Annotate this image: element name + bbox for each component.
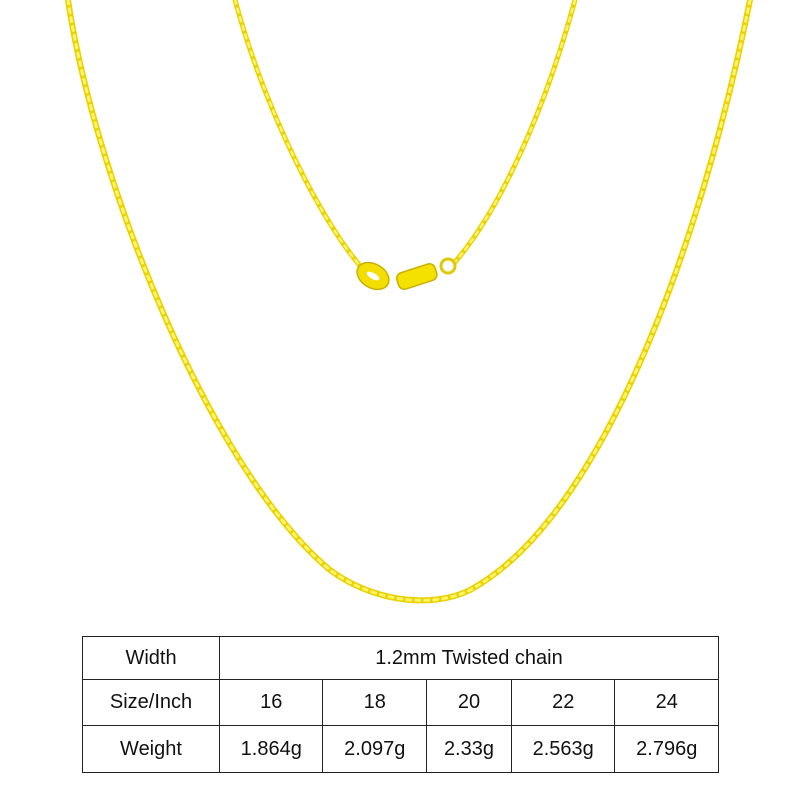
weight-row: Weight 1.864g 2.097g 2.33g 2.563g 2.796g xyxy=(82,725,719,773)
lobster-clasp-icon xyxy=(356,257,457,291)
size-cell: 16 xyxy=(218,679,324,726)
size-row: Size/Inch 16 18 20 22 24 xyxy=(82,679,719,726)
weight-cell: 2.796g xyxy=(614,725,719,773)
weight-cell: 2.097g xyxy=(322,725,427,773)
inner-chain-left xyxy=(232,0,365,271)
size-cell: 20 xyxy=(425,679,512,726)
spec-table: Width 1.2mm Twisted chain Size/Inch 16 1… xyxy=(82,636,719,773)
outer-chain xyxy=(65,0,753,604)
width-value: 1.2mm Twisted chain xyxy=(219,636,719,680)
gold-chain-necklace-image xyxy=(65,0,753,604)
size-cell: 22 xyxy=(510,679,616,726)
inner-chain-right xyxy=(452,0,578,265)
weight-label: Weight xyxy=(82,725,220,773)
weight-cell: 1.864g xyxy=(218,725,324,773)
weight-cell: 2.33g xyxy=(425,725,512,773)
weight-cell: 2.563g xyxy=(510,725,616,773)
size-cell: 24 xyxy=(614,679,719,726)
width-row: Width 1.2mm Twisted chain xyxy=(82,636,719,680)
width-label: Width xyxy=(82,636,220,680)
size-cell: 18 xyxy=(322,679,427,726)
size-label: Size/Inch xyxy=(82,679,220,726)
